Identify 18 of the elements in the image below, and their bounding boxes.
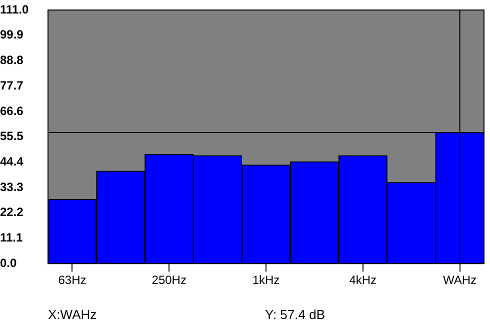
y-tick-label: 22.2 [0, 205, 24, 220]
y-tick-label: 88.8 [0, 53, 24, 68]
y-tick-label: 111.0 [0, 2, 30, 16]
y-tick-label: 0.0 [0, 256, 18, 270]
text: X:WAHz [48, 307, 97, 322]
y-tick-label: 77.7 [0, 78, 24, 92]
x-tick-label: 250Hz [152, 273, 186, 288]
x-tick-label: WAHz [442, 273, 477, 288]
x-tick-label: 1kHz [252, 273, 280, 288]
text: Y: 57.4 dB [265, 307, 325, 322]
x-tick-label: 63Hz [58, 273, 86, 288]
y-tick-label: 99.9 [0, 28, 24, 42]
y-tick-label: 55.5 [0, 129, 24, 144]
y-tick-label: 33.3 [0, 180, 24, 194]
y-tick-label: 44.4 [0, 154, 24, 168]
x-tick-label: 4kHz [349, 273, 377, 288]
y-tick-label: 11.1 [0, 230, 24, 245]
y-tick-label: 66.6 [0, 104, 24, 118]
